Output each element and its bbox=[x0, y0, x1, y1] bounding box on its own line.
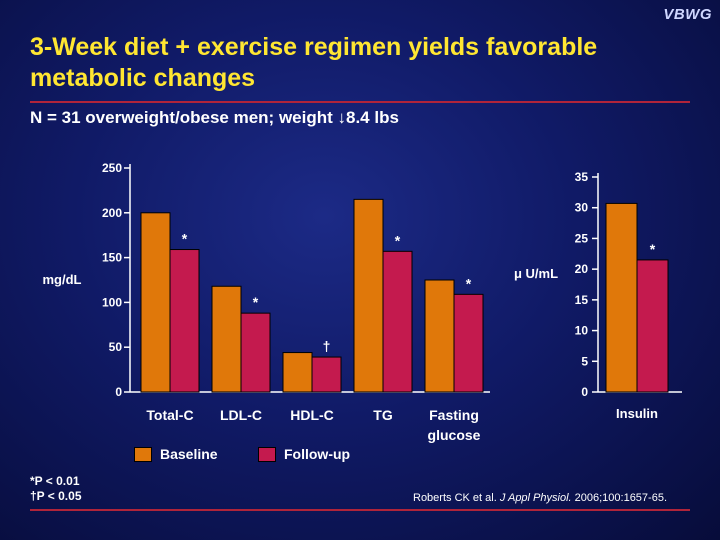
y-tick-label: 0 bbox=[581, 385, 588, 399]
significance-marker: * bbox=[466, 275, 472, 291]
x-category-label: LDL-C bbox=[220, 407, 262, 423]
significance-marker: * bbox=[650, 241, 656, 257]
y-axis-label: mg/dL bbox=[43, 272, 82, 287]
subtitle-suffix: 8.4 lbs bbox=[346, 108, 399, 127]
bar-followup bbox=[636, 259, 669, 393]
y-tick-label: 250 bbox=[102, 161, 122, 175]
bar-followup bbox=[453, 293, 484, 393]
legend-baseline-label: Baseline bbox=[160, 446, 218, 462]
bar-followup bbox=[382, 250, 413, 393]
significance-marker: † bbox=[323, 338, 331, 354]
y-tick-label: 15 bbox=[575, 293, 589, 307]
subtitle: N = 31 overweight/obese men; weight ↓8.4… bbox=[30, 108, 399, 128]
y-tick-label: 25 bbox=[575, 231, 589, 245]
bar-baseline bbox=[282, 352, 313, 393]
y-tick-label: 100 bbox=[102, 295, 122, 309]
footer-divider bbox=[30, 509, 690, 511]
bar-baseline bbox=[353, 198, 384, 393]
y-tick-label: 20 bbox=[575, 262, 589, 276]
bar-baseline bbox=[605, 202, 638, 393]
citation-journal: J Appl Physiol. bbox=[499, 492, 572, 504]
footnotes: *P < 0.01 †P < 0.05 bbox=[30, 474, 82, 504]
y-axis-label: μ U/mL bbox=[514, 266, 558, 281]
legend-followup-label: Follow-up bbox=[284, 446, 351, 462]
bar-baseline bbox=[211, 285, 242, 393]
footnote-p001: *P < 0.01 bbox=[30, 474, 80, 488]
y-tick-label: 150 bbox=[102, 251, 122, 265]
x-category-label: Insulin bbox=[616, 406, 658, 421]
insulin-chart: 0 5 10 15 20 25 30 35 μ U/mL * Insulin bbox=[514, 170, 682, 421]
x-category-label: HDL-C bbox=[290, 407, 334, 423]
legend-followup: Follow-up bbox=[258, 446, 350, 462]
y-tick-label: 10 bbox=[575, 324, 589, 338]
legend-baseline: Baseline bbox=[134, 446, 218, 462]
x-category-label: Total-C bbox=[146, 407, 193, 423]
bar-baseline bbox=[140, 212, 171, 393]
bar-followup bbox=[240, 312, 271, 393]
down-arrow-icon: ↓ bbox=[337, 108, 347, 127]
citation: Roberts CK et al. J Appl Physiol. 2006;1… bbox=[413, 492, 667, 504]
legend-followup-swatch bbox=[258, 446, 276, 462]
slide-title: 3-Week diet + exercise regimen yields fa… bbox=[30, 33, 598, 92]
y-tick-label: 5 bbox=[581, 354, 588, 368]
footnote-p005: †P < 0.05 bbox=[30, 489, 82, 503]
legend-baseline-swatch bbox=[134, 446, 152, 462]
x-category-label: TG bbox=[373, 407, 393, 423]
citation-authors: Roberts CK et al. bbox=[413, 492, 500, 504]
bar-followup bbox=[169, 249, 200, 393]
bar-followup bbox=[311, 356, 342, 393]
subtitle-prefix: N = 31 overweight/obese men; weight bbox=[30, 108, 338, 127]
citation-details: 2006;100:1657-65. bbox=[571, 492, 667, 504]
y-tick-label: 200 bbox=[102, 206, 122, 220]
y-tick-label: 50 bbox=[109, 340, 123, 354]
lipid-glucose-chart: 0 50 100 150 200 250 mg/dL * Total-C * LDL-C † HDL-C… bbox=[43, 161, 490, 443]
x-category-label: Fasting glucose bbox=[428, 407, 481, 443]
significance-marker: * bbox=[395, 232, 401, 248]
significance-marker: * bbox=[253, 294, 259, 310]
y-tick-label: 35 bbox=[575, 170, 589, 184]
y-tick-label: 30 bbox=[575, 201, 589, 215]
bar-baseline bbox=[424, 279, 455, 393]
y-tick-label: 0 bbox=[115, 385, 122, 399]
title-divider bbox=[30, 101, 690, 103]
significance-marker: * bbox=[182, 231, 188, 247]
vbwg-logo: VBWG bbox=[663, 6, 712, 23]
